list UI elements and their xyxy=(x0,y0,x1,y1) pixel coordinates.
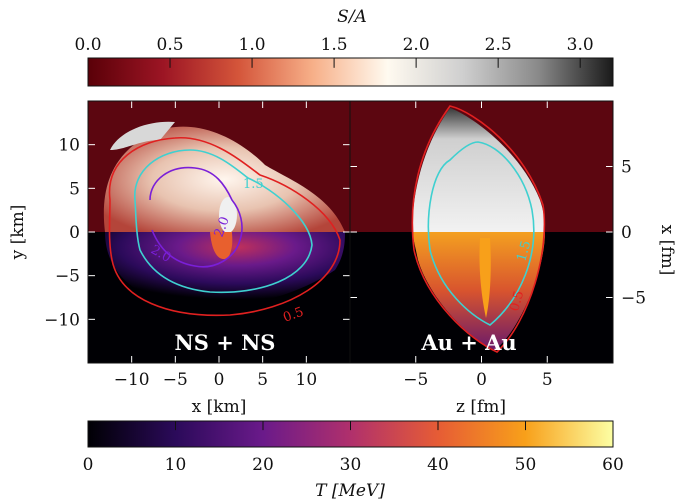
ns-xlabel: x [km] xyxy=(192,397,247,417)
au-axis-ticks: −5 0 5 −5 0 5 xyxy=(350,101,646,390)
au-contour-label-1.5: 1.5 xyxy=(514,239,534,263)
colorbar-sa-label: S/A xyxy=(337,7,367,27)
au-entropy-blob xyxy=(412,108,545,232)
ns-contour-1.5 xyxy=(134,149,313,294)
colorbar-tick-label-5: 2.5 xyxy=(485,35,512,55)
colorbar-t-ticks: 0 10 20 30 40 50 60 xyxy=(83,421,624,475)
colorbar-tick-label-0: 0.0 xyxy=(74,35,101,55)
ns-contour-2.0 xyxy=(149,166,243,268)
x-tick-label-1: −5 xyxy=(163,370,188,390)
ns-contour-0.5 xyxy=(108,137,341,317)
x-tick-label-1: 0 xyxy=(476,370,487,390)
colorbar-tick-label-6: 3.0 xyxy=(567,35,594,55)
ns-core-bright xyxy=(219,197,237,233)
x-tick-label-3: 5 xyxy=(257,370,268,390)
colorbar-tick-label-2: 20 xyxy=(252,455,274,475)
au-contour-label-0.5: 0.5 xyxy=(507,289,527,313)
colorbar-tick-label-1: 10 xyxy=(165,455,187,475)
ns-ylabel: y [km] xyxy=(8,205,28,261)
x-tick-label-0: −10 xyxy=(114,370,150,390)
ns-hot-spot xyxy=(210,232,233,260)
panel-au-au: 1.5 0.5 Au + Au −5 0 5 −5 0 5 xyxy=(350,101,646,390)
au-hot-core xyxy=(479,238,491,318)
au-xlabel: z [fm] xyxy=(456,397,506,417)
y-tick-label-4: 10 xyxy=(58,136,80,156)
ns-high-entropy-arm xyxy=(110,121,175,150)
colorbar-tick-label-2: 1.0 xyxy=(239,35,266,55)
ns-entropy-blob xyxy=(103,126,346,232)
colorbar-sa-ticks: 0.0 0.5 1.0 1.5 2.0 2.5 3.0 xyxy=(74,35,594,68)
au-contour-1.5 xyxy=(427,141,535,326)
colorbar-tick-label-3: 1.5 xyxy=(321,35,348,55)
y-tick-label-1: −5 xyxy=(55,267,80,287)
y-tick-label-1: 0 xyxy=(621,223,632,243)
colorbar-tick-label-4: 2.0 xyxy=(403,35,430,55)
colorbar-sa-bar xyxy=(87,57,614,87)
au-ylabel: x [fm] xyxy=(657,225,677,276)
au-contour-0.5 xyxy=(411,105,546,353)
y-tick-label-2: 5 xyxy=(621,158,632,178)
ns-contour-label-0.5: 0.5 xyxy=(281,305,306,326)
colorbar-tick-label-6: 60 xyxy=(602,455,624,475)
ns-panel-label: NS + NS xyxy=(175,330,276,355)
ns-axis-ticks: −10 −5 0 5 10 −10 −5 0 5 10 xyxy=(44,101,350,390)
x-tick-label-2: 0 xyxy=(214,370,225,390)
colorbar-sa: S/A 0.0 0.5 1.0 1.5 2.0 2.5 3.0 xyxy=(74,7,614,87)
x-tick-label-2: 5 xyxy=(542,370,553,390)
ns-contour-label-1.5: 1.5 xyxy=(243,177,264,192)
colorbar-t-label: T [MeV] xyxy=(315,481,385,501)
y-tick-label-0: −10 xyxy=(44,310,80,330)
colorbar-tick-label-0: 0 xyxy=(83,455,94,475)
y-tick-label-2: 0 xyxy=(69,223,80,243)
au-panel-label: Au + Au xyxy=(420,330,516,355)
x-tick-label-0: −5 xyxy=(403,370,428,390)
colorbar-tick-label-3: 30 xyxy=(340,455,362,475)
panel-ns-ns: 1.5 2.0 2.0 0.5 NS + NS −10 −5 0 5 10−10−505… xyxy=(44,101,350,390)
colorbar-tick-label-1: 0.5 xyxy=(157,35,184,55)
y-tick-label-0: −5 xyxy=(621,289,646,309)
x-tick-label-4: 10 xyxy=(296,370,318,390)
au-panel-frame xyxy=(349,100,614,364)
y-tick-label-3: 5 xyxy=(69,179,80,199)
colorbar-tick-label-4: 40 xyxy=(427,455,449,475)
ns-contour-label-2.0-inner: 2.0 xyxy=(212,215,233,240)
colorbar-tick-label-5: 50 xyxy=(515,455,537,475)
colorbar-t: 0 10 20 30 40 50 60 T [MeV] xyxy=(83,420,624,501)
au-temperature-blob xyxy=(412,232,545,350)
